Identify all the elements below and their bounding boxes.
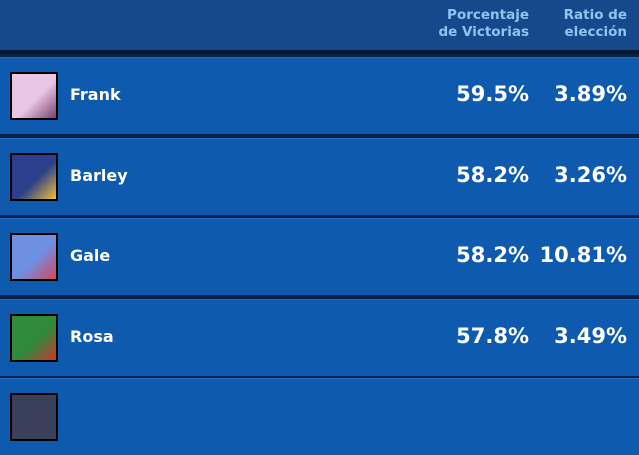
- column-header[interactable]: Ratio de elección: [564, 7, 627, 41]
- table-row[interactable]: Frank 59.5% 3.89%: [0, 57, 639, 134]
- header-line: Ratio de: [563, 7, 627, 23]
- header-line: de Victorias: [438, 24, 529, 40]
- avatar: [10, 152, 58, 201]
- table-row[interactable]: Rosa 57.8% 3.49%: [0, 298, 639, 376]
- avatar: [10, 393, 58, 441]
- win-rate: 59.5%: [456, 82, 529, 106]
- table-header: Porcentaje de Victorias Ratio de elecció…: [0, 0, 639, 54]
- win-rate: 57.8%: [456, 323, 529, 348]
- win-rate: 58.2%: [456, 162, 529, 187]
- pick-rate: 3.49%: [554, 323, 627, 348]
- pick-rate: 10.81%: [539, 243, 627, 267]
- brawler-name: Frank: [70, 85, 121, 104]
- pick-rate: 3.26%: [554, 162, 627, 187]
- brawler-name: Gale: [70, 246, 111, 265]
- avatar: [10, 313, 58, 362]
- table-row[interactable]: Barley 58.2% 3.26%: [0, 137, 639, 215]
- table-row[interactable]: Gale 58.2% 10.81%: [0, 218, 639, 295]
- brawler-name: Rosa: [70, 326, 114, 346]
- pick-rate: 3.89%: [554, 82, 627, 106]
- table-row: [0, 378, 639, 455]
- win-rate: 58.2%: [456, 243, 529, 267]
- header-line: elección: [564, 24, 627, 40]
- avatar: [10, 233, 58, 281]
- header-line: Porcentaje: [447, 7, 529, 23]
- brawler-name: Barley: [70, 165, 128, 185]
- avatar: [10, 72, 58, 120]
- column-header[interactable]: Porcentaje de Victorias: [438, 7, 529, 41]
